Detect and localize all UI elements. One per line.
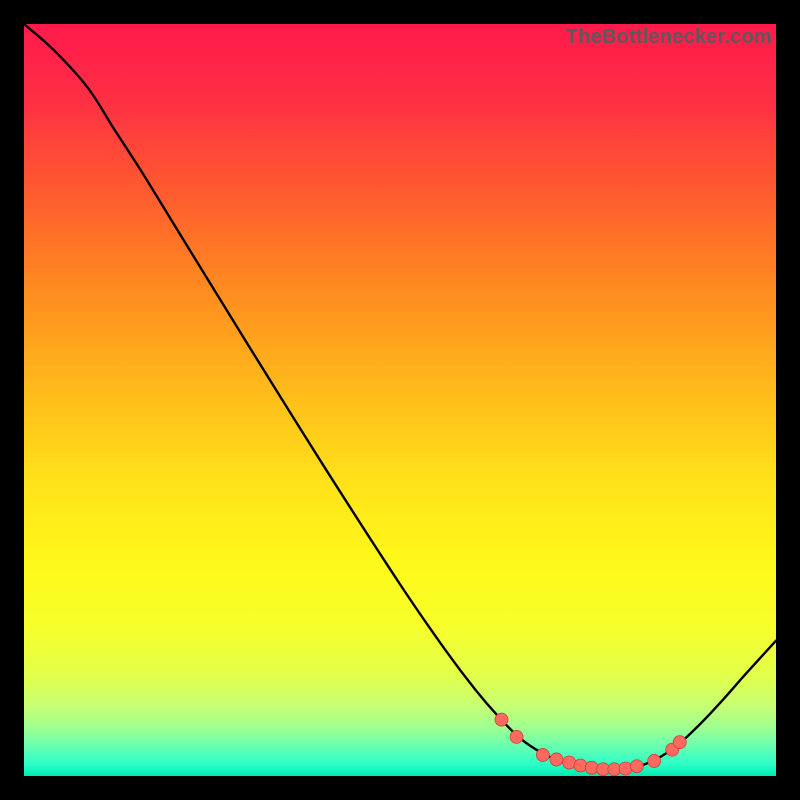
curve-marker — [495, 713, 508, 726]
curve-marker — [550, 753, 563, 766]
watermark-text: TheBottlenecker.com — [566, 26, 772, 49]
curve-marker — [510, 730, 523, 743]
bottleneck-curve — [24, 24, 776, 770]
chart-container: TheBottlenecker.com — [0, 0, 800, 800]
curve-marker — [563, 756, 576, 769]
curve-markers — [495, 713, 686, 776]
curve-marker — [574, 759, 587, 772]
plot-area: TheBottlenecker.com — [24, 24, 776, 776]
curve-marker — [630, 760, 643, 773]
curve-marker — [673, 736, 686, 749]
curve-marker — [619, 762, 632, 775]
curve-marker — [648, 754, 661, 767]
curve-layer — [24, 24, 776, 776]
curve-marker — [536, 748, 549, 761]
